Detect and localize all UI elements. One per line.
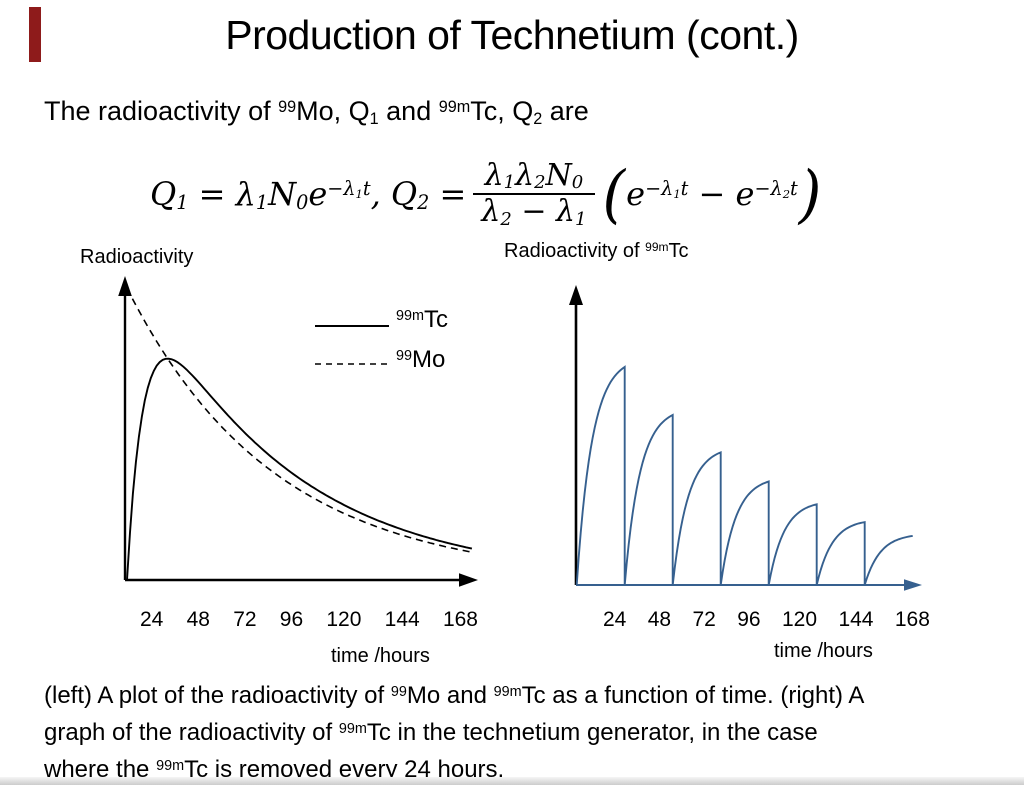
close-paren: ) <box>798 157 822 231</box>
legend-label-tc99m: 99mTc <box>396 306 448 333</box>
tick-label: 120 <box>326 608 362 631</box>
fraction-denominator: λ2 − λ1 <box>473 193 595 230</box>
right-y-axis-arrow-icon <box>569 285 583 305</box>
tick-label: 96 <box>279 608 304 631</box>
left-x-axis-arrow-icon <box>459 573 478 587</box>
tick-label: 96 <box>737 608 761 631</box>
tick-label: 144 <box>384 608 420 631</box>
right-chart-title: Radioactivity of 99mTc <box>504 240 689 262</box>
right-chart <box>569 285 922 591</box>
tick-label: 144 <box>838 608 874 631</box>
left-chart <box>118 276 478 587</box>
tick-label: 72 <box>233 608 257 631</box>
open-paren: ( <box>602 157 626 231</box>
bottom-edge-strip <box>0 777 1024 785</box>
fraction-numerator: λ1λ2N0 <box>484 157 584 194</box>
caption-line: (left) A plot of the radioactivity of 99… <box>44 682 865 709</box>
tc99m-curve <box>126 357 473 581</box>
accent-bar <box>29 7 41 62</box>
right-x-axis-label: time /hours <box>774 640 873 662</box>
caption: (left) A plot of the radioactivity of 99… <box>44 677 864 788</box>
tick-label: 24 <box>140 608 164 631</box>
tc99m-sawtooth-curve <box>575 365 913 586</box>
tick-label: 48 <box>186 608 210 631</box>
tick-label: 72 <box>692 608 716 631</box>
caption-line: graph of the radioactivity of 99mTc in t… <box>44 719 818 746</box>
equation-lhs: Q1 = λ1N0e−λ1t, Q2 = <box>150 175 467 215</box>
tick-label: 24 <box>603 608 627 631</box>
legend-label-mo99: 99Mo <box>396 346 446 373</box>
right-x-axis-arrow-icon <box>904 579 922 591</box>
tick-label: 168 <box>894 608 930 631</box>
tick-label: 120 <box>782 608 818 631</box>
slide-title: Production of Technetium (cont.) <box>225 12 799 58</box>
right-x-tick-labels: 24 48 72 96 120 144 168 <box>603 608 930 632</box>
left-chart-ylabel: Radioactivity <box>80 246 194 268</box>
equation-fraction: λ1λ2N0 λ2 − λ1 <box>473 157 595 230</box>
tick-label: 168 <box>442 608 478 631</box>
paren-body: e−λ1t − e−λ2t <box>626 175 798 213</box>
intro-text: The radioactivity of 99Mo, Q1 and 99mTc,… <box>44 96 589 128</box>
left-x-tick-labels: 24 48 72 96 120 144 168 <box>140 608 478 632</box>
left-x-axis-label: time /hours <box>331 645 430 667</box>
equation: Q1 = λ1N0e−λ1t, Q2 = λ1λ2N0 λ2 − λ1 ( e−… <box>150 150 822 238</box>
tick-label: 48 <box>647 608 672 631</box>
mo99-curve-dashed <box>126 287 473 553</box>
